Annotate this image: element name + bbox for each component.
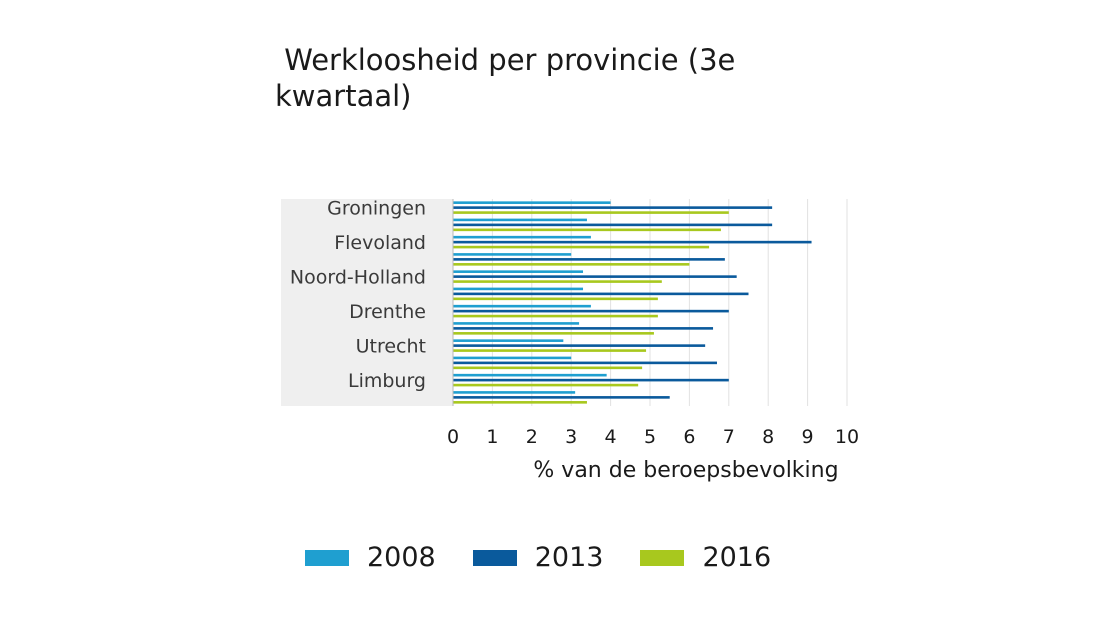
category-label: Utrecht	[356, 336, 426, 358]
bar-2013	[453, 258, 725, 261]
bar-2016	[453, 280, 662, 283]
bar-2013	[453, 292, 749, 296]
category-label: Limburg	[348, 370, 426, 392]
bar-2016	[453, 228, 721, 232]
chart-title: Werkloosheid per provincie (3e kwartaal)	[275, 43, 736, 113]
bar-2016	[453, 383, 639, 387]
bar-2008	[453, 373, 607, 377]
bar-2008	[453, 235, 591, 239]
x-tick-label: 0	[447, 426, 459, 448]
bar-2008	[453, 270, 584, 273]
x-tick-label: 7	[723, 426, 735, 448]
bar-2013	[453, 275, 737, 278]
bar-2016	[453, 366, 643, 370]
bar-2008	[453, 287, 584, 291]
chart-legend: 2008 2013 2016	[305, 542, 808, 573]
bar-2008	[453, 391, 576, 394]
bar-2008	[453, 253, 572, 256]
x-axis-title: % van de beroepsbevolking	[533, 458, 838, 483]
bar-2016	[453, 314, 658, 318]
legend-label: 2008	[367, 542, 436, 573]
legend-swatch	[305, 549, 349, 566]
bar-2008	[453, 218, 587, 222]
x-tick-label: 1	[486, 426, 498, 448]
legend-swatch	[472, 549, 517, 566]
bar-2013	[453, 344, 706, 347]
bar-2013	[453, 361, 717, 365]
category-label: Noord-Holland	[290, 267, 426, 289]
bar-2016	[453, 211, 729, 214]
bar-2016	[453, 297, 658, 301]
bar-2008	[453, 322, 580, 325]
bar-2016	[453, 245, 710, 249]
bar-2013	[453, 223, 773, 227]
legend-item-2008: 2008	[305, 542, 436, 573]
bar-2016	[453, 332, 654, 335]
legend-item-2013: 2013	[472, 542, 604, 573]
x-tick-label: 8	[762, 426, 774, 448]
bar-2013	[453, 378, 729, 382]
bar-2008	[453, 304, 591, 308]
x-tick-label: 2	[526, 426, 538, 448]
bar-2013	[453, 206, 773, 209]
legend-label: 2013	[534, 542, 604, 573]
category-label: Groningen	[327, 198, 426, 220]
x-tick-label: 10	[835, 426, 859, 448]
bar-2016	[453, 401, 587, 404]
bar-2016	[453, 349, 647, 352]
legend-item-2016: 2016	[640, 542, 771, 573]
legend-label: 2016	[702, 542, 772, 573]
bar-2013	[453, 240, 812, 244]
category-axis-background	[281, 199, 453, 406]
bar-2013	[453, 327, 714, 330]
bar-2013	[453, 309, 729, 313]
category-label: Flevoland	[334, 232, 426, 254]
x-tick-label: 3	[565, 426, 577, 448]
x-tick-label: 9	[802, 426, 814, 448]
legend-swatch	[640, 549, 685, 566]
x-tick-label: 6	[683, 426, 695, 448]
x-tick-label: 4	[605, 426, 617, 448]
bar-2013	[453, 396, 670, 399]
bar-2008	[453, 356, 572, 360]
bar-2008	[453, 339, 564, 342]
x-tick-label: 5	[644, 426, 656, 448]
category-label: Drenthe	[349, 301, 426, 323]
bar-2008	[453, 201, 611, 204]
bar-2016	[453, 263, 690, 266]
